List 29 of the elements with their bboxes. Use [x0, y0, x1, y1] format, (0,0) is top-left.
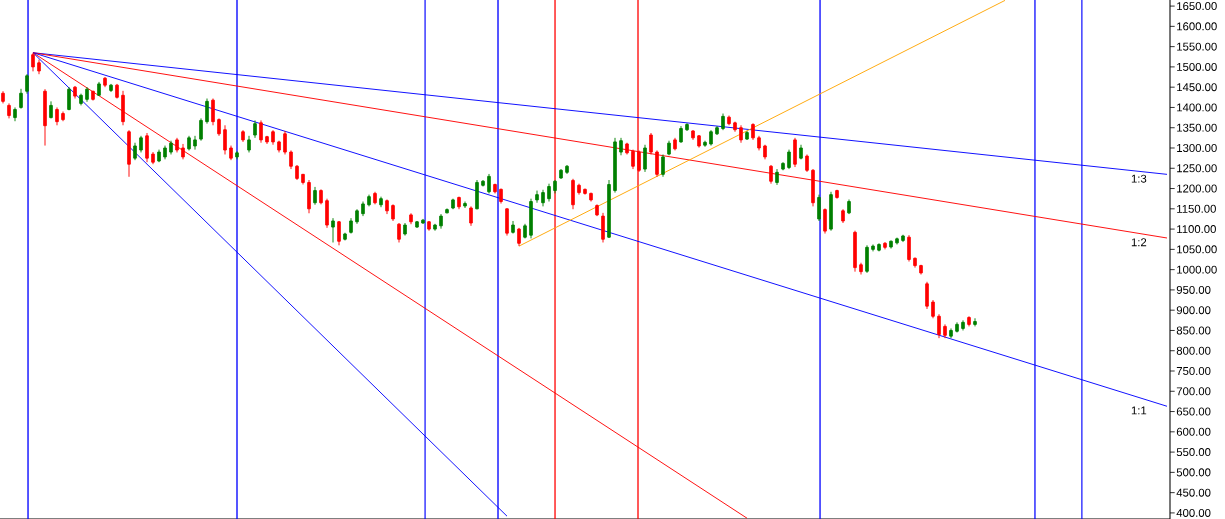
y-tick-label: 1200.00 [1177, 184, 1217, 193]
y-tick-label: 1500.00 [1177, 62, 1217, 71]
y-tick-label: 450.00 [1176, 488, 1211, 497]
y-tick-label: 800.00 [1176, 346, 1211, 355]
y-tick-label: 750.00 [1176, 367, 1211, 376]
y-tick-label: 1350.00 [1177, 123, 1217, 132]
y-tick-label: 600.00 [1176, 427, 1211, 436]
y-tick-label: 1250.00 [1177, 164, 1217, 173]
series-label: 1:3 [1131, 174, 1147, 183]
y-tick-label: 400.00 [1176, 508, 1211, 517]
y-tick-label: 700.00 [1176, 387, 1211, 396]
y-tick-label: 1100.00 [1177, 225, 1216, 234]
y-tick-label: 1050.00 [1177, 245, 1217, 254]
y-tick-label: 850.00 [1176, 326, 1211, 335]
y-tick-label: 1550.00 [1177, 42, 1217, 51]
y-tick-label: 650.00 [1176, 407, 1211, 416]
y-tick-label: 950.00 [1176, 285, 1211, 294]
y-tick-label: 1300.00 [1177, 143, 1217, 152]
y-tick-label: 1400.00 [1177, 103, 1217, 112]
y-tick-label: 900.00 [1176, 306, 1211, 315]
y-tick-label: 1650.00 [1177, 2, 1217, 11]
y-tick-label: 1600.00 [1177, 22, 1217, 31]
y-tick-label: 550.00 [1176, 448, 1211, 457]
y-tick-label: 1450.00 [1177, 83, 1217, 92]
series-label: 1:2 [1131, 238, 1147, 247]
y-tick-label: 500.00 [1176, 468, 1211, 477]
series-label: 1:1 [1131, 406, 1147, 415]
y-tick-label: 1000.00 [1177, 265, 1217, 274]
y-tick-label: 1150.00 [1177, 204, 1216, 213]
